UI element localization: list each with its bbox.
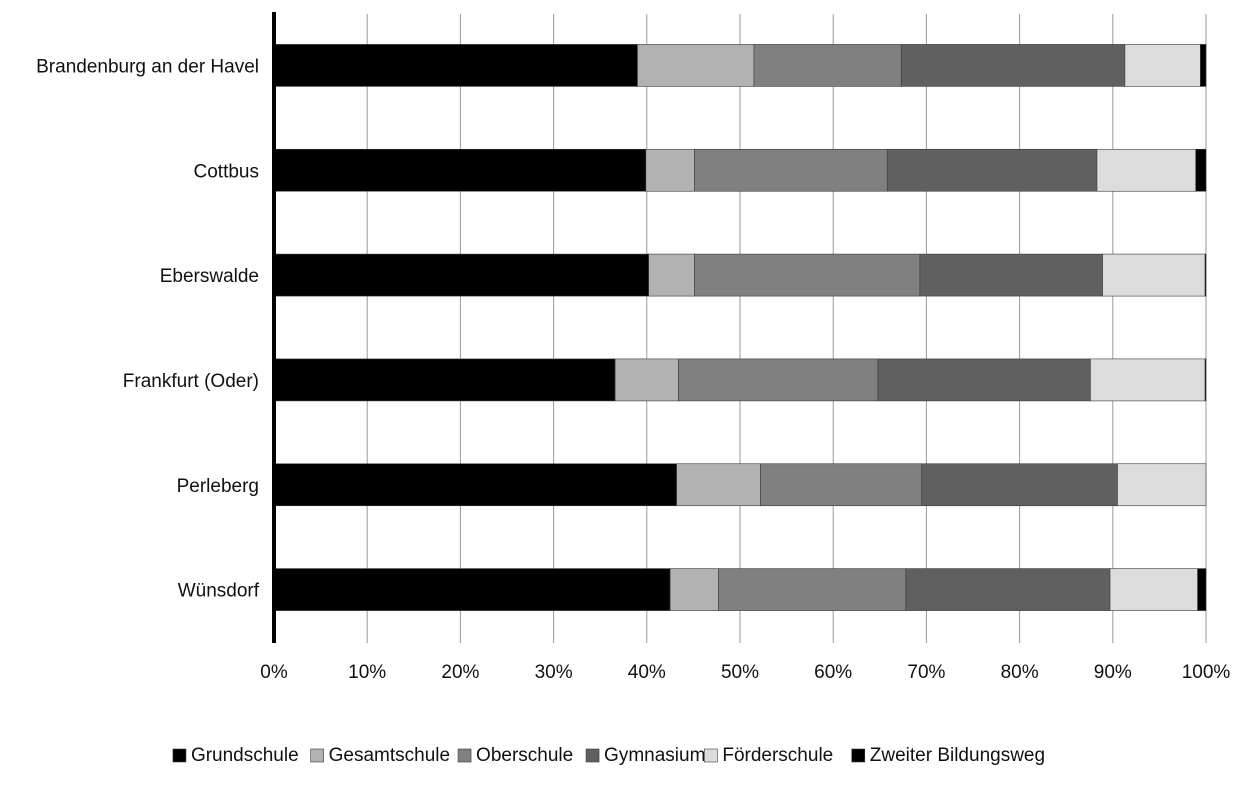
- bar-segment: [905, 568, 1111, 611]
- bar-segment: [1117, 463, 1207, 507]
- bar-segment: [1096, 148, 1197, 192]
- bar-segment: [273, 44, 638, 87]
- bar-segment: [1197, 568, 1207, 611]
- x-tick-label: 50%: [721, 662, 759, 683]
- bar-segment: [1200, 44, 1207, 87]
- gridlines: [366, 14, 1207, 643]
- category-label: Cottbus: [194, 161, 259, 182]
- legend-item: Gesamtschule: [310, 745, 450, 766]
- bar-segment: [1204, 358, 1207, 402]
- legend-swatch: [851, 748, 866, 763]
- legend-label: Gesamtschule: [329, 745, 450, 766]
- legend-swatch: [310, 748, 324, 763]
- bar-segment: [718, 568, 907, 611]
- legend-label: Gymnasium: [604, 745, 705, 766]
- bar-segment: [648, 253, 695, 297]
- bar-segment: [1124, 44, 1201, 87]
- bar-segment: [669, 568, 719, 611]
- bar-segment: [273, 148, 647, 192]
- x-tick-label: 70%: [907, 662, 945, 683]
- category-label: Wünsdorf: [178, 581, 260, 602]
- bars: [273, 44, 1207, 611]
- bar-segment: [760, 463, 923, 507]
- bar-segment: [273, 568, 671, 611]
- x-tick-label: 0%: [260, 662, 288, 683]
- x-tick-label: 100%: [1182, 662, 1231, 683]
- x-tick-labels: 0% 10% 20% 30% 40% 50% 60% 70% 80% 90% 100%: [260, 662, 1230, 683]
- bar-segment: [900, 44, 1126, 87]
- bar-segment: [637, 44, 755, 87]
- bar-segment: [678, 358, 879, 402]
- bar-segment: [921, 463, 1118, 507]
- legend-item: Förderschule: [704, 745, 833, 766]
- legend-swatch: [704, 748, 718, 763]
- bar-segment: [694, 253, 921, 297]
- x-tick-label: 80%: [1001, 662, 1039, 683]
- legend-swatch: [585, 748, 600, 763]
- bar-segment: [1204, 253, 1207, 297]
- category-labels: Brandenburg an der Havel Cottbus Eberswald…: [36, 56, 260, 601]
- bar-segment: [614, 358, 679, 402]
- legend: Grundschule Gesamtschule Oberschule Gymnasi…: [172, 745, 1045, 766]
- bar-segment: [753, 44, 902, 87]
- legend-label: Grundschule: [191, 745, 299, 766]
- legend-item: Zweiter Bildungsweg: [851, 745, 1045, 766]
- x-tick-label: 10%: [348, 662, 386, 683]
- legend-label: Förderschule: [722, 745, 833, 766]
- bar-segment: [645, 148, 695, 192]
- bar-segment: [676, 463, 761, 507]
- bar-segment: [877, 358, 1091, 402]
- category-label: Perleberg: [177, 476, 259, 497]
- bar-segment: [886, 148, 1098, 192]
- bar-segment: [1109, 568, 1198, 611]
- x-tick-label: 60%: [814, 662, 852, 683]
- category-label: Frankfurt (Oder): [123, 371, 259, 392]
- legend-label: Oberschule: [476, 745, 573, 766]
- category-label: Eberswalde: [160, 266, 259, 287]
- bar-segment: [1102, 253, 1206, 297]
- legend-label: Zweiter Bildungsweg: [870, 745, 1045, 766]
- bar-segment: [1195, 148, 1207, 192]
- legend-item: Gymnasium: [585, 745, 705, 766]
- bar-segment: [919, 253, 1103, 297]
- legend-swatch: [457, 748, 472, 763]
- legend-swatch: [172, 748, 187, 763]
- legend-item: Oberschule: [457, 745, 573, 766]
- bar-segment: [273, 253, 649, 297]
- bar-segment: [273, 463, 677, 507]
- bar-segment: [1090, 358, 1206, 402]
- legend-item: Grundschule: [172, 745, 299, 766]
- bar-segment: [273, 358, 616, 402]
- category-label: Brandenburg an der Havel: [36, 56, 259, 77]
- x-tick-label: 20%: [441, 662, 479, 683]
- x-tick-label: 90%: [1094, 662, 1132, 683]
- x-tick-label: 40%: [628, 662, 666, 683]
- bar-segment: [694, 148, 888, 192]
- x-tick-label: 30%: [535, 662, 573, 683]
